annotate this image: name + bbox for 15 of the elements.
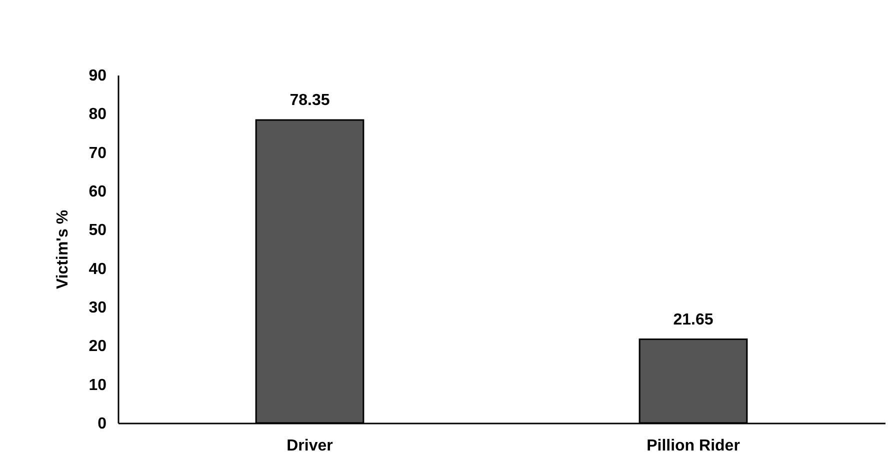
y-axis-title: Victim's % — [54, 210, 72, 290]
x-tick-label: Driver — [286, 438, 333, 454]
y-tick-label: 10 — [88, 376, 107, 394]
y-tick-label: 60 — [88, 184, 107, 200]
y-tick-label: 40 — [88, 260, 107, 278]
y-tick-label: 0 — [98, 416, 107, 432]
data-label: 78.35 — [290, 92, 330, 110]
y-tick-label: 50 — [88, 222, 107, 240]
y-tick-label: 80 — [88, 106, 107, 124]
x-tick-label: Pillion Rider — [646, 438, 740, 454]
y-tick-label: 90 — [88, 68, 107, 84]
y-tick-label: 70 — [88, 144, 107, 162]
data-label: 21.65 — [673, 311, 714, 328]
y-tick-label: 20 — [88, 338, 107, 356]
y-tick-label: 30 — [88, 300, 107, 316]
